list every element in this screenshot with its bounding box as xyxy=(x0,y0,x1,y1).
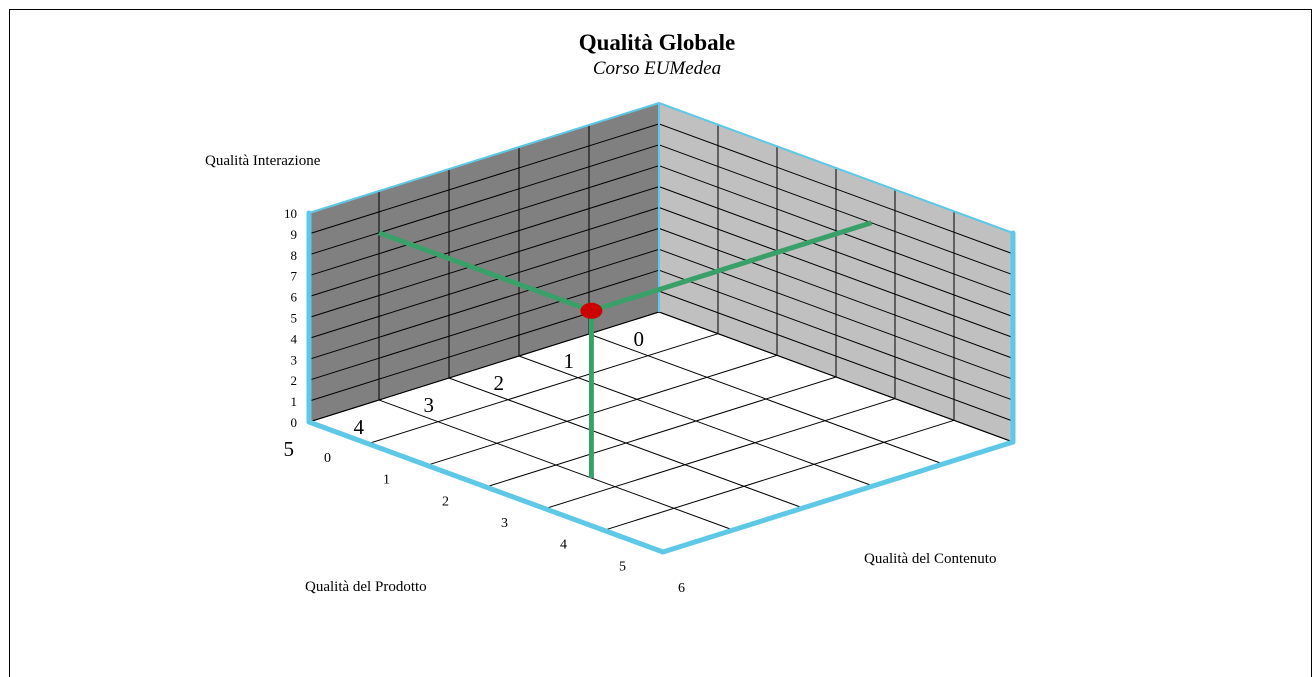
z-tick-label: 2 xyxy=(291,373,298,388)
drop-line-to-right-wall xyxy=(590,220,873,314)
z-tick-label: 9 xyxy=(291,227,298,242)
y-tick-label: 0 xyxy=(324,451,331,466)
gridline-floor-y xyxy=(426,354,778,466)
gridline-left-wall-z xyxy=(308,165,660,277)
gridline-floor-y xyxy=(367,333,719,445)
gridline-left-wall-z xyxy=(308,248,660,360)
z-tick-label: 5 xyxy=(291,311,298,326)
x-axis-label: Qualità del Prodotto xyxy=(305,579,427,595)
gridline-floor-y xyxy=(544,398,896,510)
x-tick-label: 3 xyxy=(424,393,435,417)
data-series xyxy=(378,220,873,478)
y-tick-label: 6 xyxy=(678,581,685,596)
chart-frame xyxy=(9,9,1312,677)
wall-edges xyxy=(306,102,1016,555)
z-tick-label: 10 xyxy=(284,206,297,221)
data-point xyxy=(580,302,603,319)
z-tick-label: 0 xyxy=(291,415,298,430)
x-tick-label: 2 xyxy=(494,371,505,395)
gridline-left-wall-z xyxy=(308,269,660,381)
y-tick-label: 1 xyxy=(383,473,390,488)
gridline-left-wall-z xyxy=(308,144,660,256)
gridline-left-wall-z xyxy=(308,186,660,298)
y-tick-label: 4 xyxy=(560,538,567,553)
edge-floor-front-y-inner xyxy=(662,441,1014,553)
x-tick-label: 1 xyxy=(564,349,575,373)
chart-title: Qualità Globale xyxy=(579,30,736,55)
gridline-left-wall-z xyxy=(308,123,660,235)
y-tick-label: 2 xyxy=(442,494,449,509)
x-tick-label: 4 xyxy=(354,415,365,439)
gridline-left-wall-z xyxy=(308,207,660,318)
gridline-floor-y xyxy=(308,311,660,423)
gridline-floor-y xyxy=(485,376,837,488)
z-tick-label: 8 xyxy=(291,248,298,263)
edge-floor-front-x-inner xyxy=(308,421,664,553)
walls xyxy=(309,103,1013,552)
z-tick-label: 1 xyxy=(291,394,298,409)
z-tick-label: 4 xyxy=(291,331,298,346)
z-tick-label: 6 xyxy=(291,290,298,305)
z-tick-label: 7 xyxy=(291,269,298,284)
gridline-left-wall-z xyxy=(308,227,660,339)
chart-subtitle: Corso EUMedea xyxy=(593,58,721,79)
y-tick-label: 5 xyxy=(619,559,626,574)
x-tick-label: 5 xyxy=(284,437,295,461)
gridline-floor-y xyxy=(603,419,955,531)
z-tick-label: 3 xyxy=(291,352,298,367)
edge-right-top xyxy=(658,102,1014,234)
y-axis-label: Qualità del Contenuto xyxy=(864,551,996,567)
drop-line-to-left-wall xyxy=(378,230,593,314)
y-tick-label: 3 xyxy=(501,516,508,531)
x-tick-label: 0 xyxy=(634,327,645,351)
tick-labels: 0 1 2 3 4 5 6 7 8 9 10 0 1 2 3 4 5 0 1 2 3 4 5 6 xyxy=(284,206,686,596)
z-axis-label: Qualità Interazione xyxy=(205,153,321,169)
edge-left-top xyxy=(308,102,660,214)
